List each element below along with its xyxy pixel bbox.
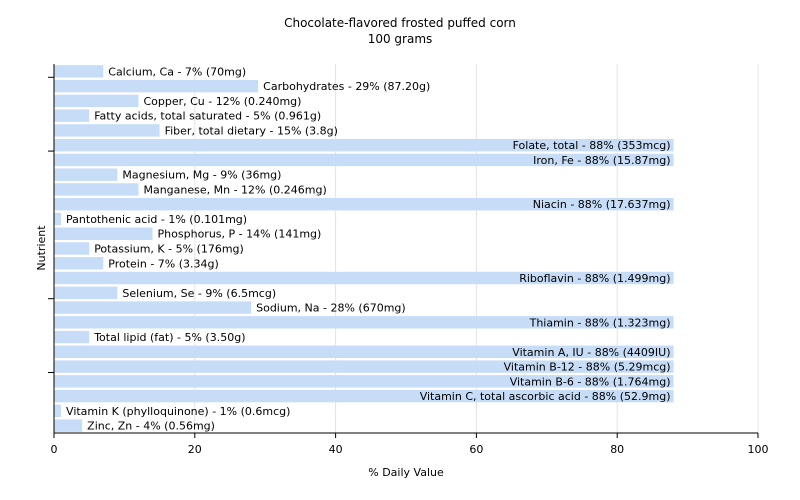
bar-label: Selenium, Se - 9% (6.5mcg) <box>122 287 276 300</box>
bars: Calcium, Ca - 7% (70mg) Carbohydrates - 2… <box>54 65 674 433</box>
bar-label: Iron, Fe - 88% (15.87mg) <box>533 154 670 167</box>
bar <box>54 124 160 137</box>
bar-label: Calcium, Ca - 7% (70mg) <box>108 65 246 78</box>
bar-label: Riboflavin - 88% (1.499mg) <box>519 272 670 285</box>
x-tick-label: 80 <box>610 443 624 456</box>
x-tick-label: 60 <box>469 443 483 456</box>
bar <box>54 109 90 122</box>
bar-label: Thiamin - 88% (1.323mg) <box>529 316 671 329</box>
bar-label: Total lipid (fat) - 5% (3.50g) <box>93 331 245 344</box>
x-axis-label: % Daily Value <box>368 466 444 479</box>
bar <box>54 360 674 373</box>
x-tick-label: 100 <box>748 443 769 456</box>
bar-label: Folate, total - 88% (353mcg) <box>513 139 671 152</box>
bar <box>54 389 674 403</box>
bar <box>54 153 674 167</box>
bar-label: Vitamin B-6 - 88% (1.764mg) <box>510 375 671 388</box>
bar <box>54 345 674 359</box>
bar <box>54 419 83 432</box>
bar <box>54 65 104 78</box>
bar-label: Sodium, Na - 28% (670mg) <box>256 302 406 315</box>
bar-label: Carbohydrates - 29% (87.20g) <box>263 80 430 93</box>
bar <box>54 183 139 196</box>
bar-label: Niacin - 88% (17.637mg) <box>533 198 671 211</box>
bar-label: Fiber, total dietary - 15% (3.8g) <box>165 124 338 137</box>
x-tick-label: 40 <box>329 443 343 456</box>
bar-label: Protein - 7% (3.34g) <box>108 257 219 270</box>
bar-label: Vitamin B-12 - 88% (5.29mcg) <box>504 361 671 374</box>
bar <box>54 330 90 344</box>
bar <box>54 316 674 329</box>
bar <box>54 168 118 181</box>
bar <box>54 79 259 93</box>
bar-label: Zinc, Zn - 4% (0.56mg) <box>87 420 215 433</box>
bar <box>54 212 62 226</box>
bar <box>54 286 118 299</box>
x-tick-label: 0 <box>51 443 58 456</box>
chart-title: Chocolate-flavored frosted puffed corn <box>284 16 516 30</box>
bar-label: Vitamin K (phylloquinone) - 1% (0.6mcg) <box>66 405 290 418</box>
bar-label: Phosphorus, P - 14% (141mg) <box>158 228 322 241</box>
bar <box>54 138 674 152</box>
bar <box>54 242 90 255</box>
bar-label: Magnesium, Mg - 9% (36mg) <box>122 169 281 182</box>
bar-label: Pantothenic acid - 1% (0.101mg) <box>66 213 247 226</box>
chart-title-block: Chocolate-flavored frosted puffed corn 1… <box>0 15 800 47</box>
bar <box>54 257 104 270</box>
bar <box>54 271 674 285</box>
axes: 0 20 40 60 80 100 <box>48 64 769 456</box>
bar-label: Vitamin A, IU - 88% (4409IU) <box>512 346 670 359</box>
bar <box>54 404 62 418</box>
bar <box>54 375 674 388</box>
bar-label: Manganese, Mn - 12% (0.246mg) <box>143 183 326 196</box>
bar <box>54 94 139 108</box>
x-tick-label: 20 <box>188 443 202 456</box>
bar <box>54 301 252 314</box>
bar <box>54 227 153 240</box>
bar-label: Fatty acids, total saturated - 5% (0.961… <box>94 110 321 123</box>
y-axis-label: Nutrient <box>35 225 48 271</box>
bar <box>54 198 674 211</box>
bar-label: Potassium, K - 5% (176mg) <box>94 243 244 256</box>
chart-subtitle: 100 grams <box>367 32 433 46</box>
bar-label: Copper, Cu - 12% (0.240mg) <box>143 95 301 108</box>
bar-label: Vitamin C, total ascorbic acid - 88% (52… <box>420 390 671 403</box>
